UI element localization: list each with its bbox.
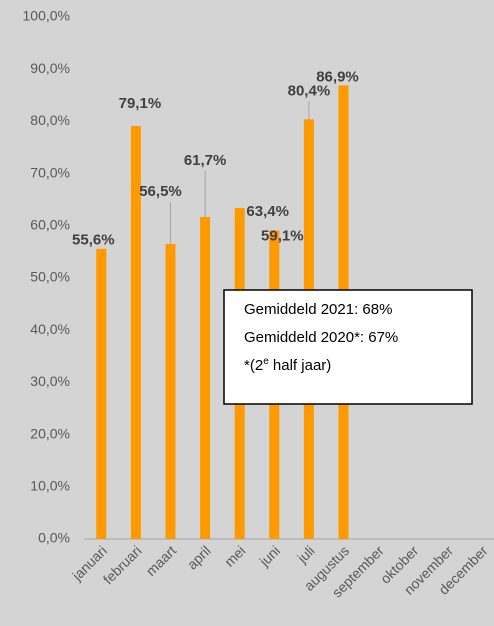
y-tick-label: 80,0% xyxy=(30,112,70,128)
annotation: *(2e half jaar) xyxy=(244,356,331,374)
value-label: 56,5% xyxy=(139,183,182,200)
y-tick-label: 60,0% xyxy=(30,217,70,233)
y-tick-label: 100,0% xyxy=(23,8,70,24)
value-label: 55,6% xyxy=(72,232,115,249)
value-label: 63,4% xyxy=(246,203,289,220)
value-label: 61,7% xyxy=(184,152,227,169)
y-tick-label: 90,0% xyxy=(30,60,70,76)
y-tick-label: 50,0% xyxy=(30,269,70,285)
y-tick-label: 20,0% xyxy=(30,425,70,441)
y-tick-label: 0,0% xyxy=(38,530,70,546)
annotation-box xyxy=(223,289,473,405)
value-label: 80,4% xyxy=(288,82,331,99)
y-tick-label: 30,0% xyxy=(30,373,70,389)
annotation-sup: e xyxy=(263,356,269,367)
value-label: 59,1% xyxy=(261,227,304,244)
y-tick-label: 10,0% xyxy=(30,478,70,494)
bar xyxy=(165,244,176,539)
bar xyxy=(130,126,141,540)
annotation: Gemiddeld 2020*: 67% xyxy=(244,329,398,346)
annotation-part: half jaar) xyxy=(269,357,332,374)
bar xyxy=(96,248,107,539)
annotation: Gemiddeld 2021: 68% xyxy=(244,301,392,318)
value-label: 79,1% xyxy=(119,95,162,112)
y-tick-label: 40,0% xyxy=(30,321,70,337)
value-label: 86,9% xyxy=(316,68,359,85)
y-tick-label: 70,0% xyxy=(30,164,70,180)
annotation-part: *(2 xyxy=(244,357,263,374)
bar xyxy=(200,216,211,539)
